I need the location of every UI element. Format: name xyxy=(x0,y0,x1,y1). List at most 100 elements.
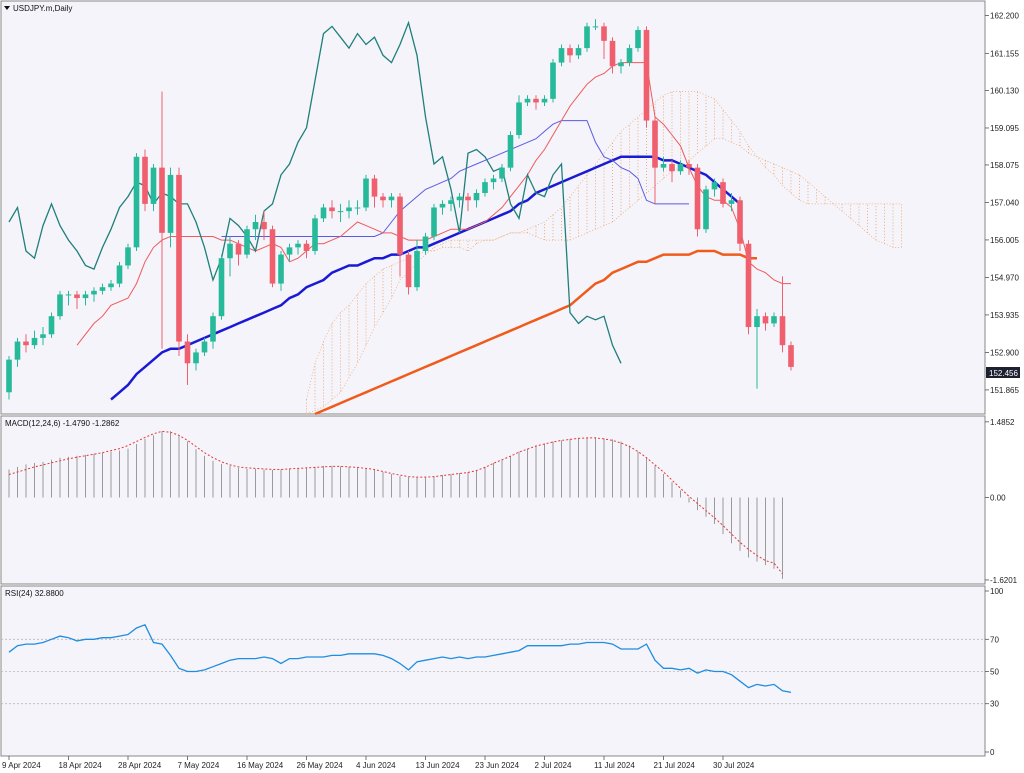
candle-body xyxy=(133,156,140,248)
candle-body xyxy=(558,48,565,63)
kijun-line xyxy=(221,120,689,237)
rsi-panel[interactable] xyxy=(0,585,986,757)
price-axis-tick-label: 158.075 xyxy=(990,161,1019,170)
candle-body xyxy=(788,345,794,367)
date-tick-label: 16 May 2024 xyxy=(237,761,284,770)
symbol-label: USDJPY.m,Daily xyxy=(13,4,72,13)
candle-body xyxy=(550,62,556,99)
candle-body xyxy=(414,250,420,288)
candle-body xyxy=(286,247,293,255)
candle-body xyxy=(677,164,684,172)
candle-body xyxy=(456,196,463,201)
candle-body xyxy=(567,48,573,56)
date-tick-label: 26 May 2024 xyxy=(297,761,344,770)
rsi-axis-tick-label: 70 xyxy=(990,635,999,644)
candle-body xyxy=(601,26,607,41)
price-axis-tick-label: 161.155 xyxy=(990,49,1019,58)
candle-body xyxy=(91,290,97,295)
price-axis-tick-label: 156.005 xyxy=(990,236,1019,245)
date-tick-label: 30 Jul 2024 xyxy=(713,761,755,770)
date-tick-label: 23 Jun 2024 xyxy=(475,761,520,770)
candle-body xyxy=(422,236,429,251)
chikou-line xyxy=(8,20,622,364)
price-panel[interactable] xyxy=(0,0,986,415)
rsi-axis-tick-label: 30 xyxy=(990,700,999,709)
candle-body xyxy=(711,182,718,190)
candle-body xyxy=(48,316,55,335)
axes: 162.200 161.155 160.130 159.095 158.075 157.0… xyxy=(2,11,1019,770)
candle-body xyxy=(312,218,318,251)
candle-body xyxy=(694,167,701,230)
date-tick-label: 7 May 2024 xyxy=(178,761,220,770)
candle-body xyxy=(244,229,250,255)
candle-body xyxy=(584,26,590,49)
current-price-label: 152.456 xyxy=(989,369,1018,378)
rsi-axis-tick-label: 50 xyxy=(990,668,999,677)
price-axis-tick-label: 151.865 xyxy=(990,386,1019,395)
date-tick-label: 13 Jun 2024 xyxy=(416,761,461,770)
candle-body xyxy=(771,316,777,324)
date-tick-label: 9 Apr 2024 xyxy=(2,761,41,770)
candle-body xyxy=(507,135,514,168)
candle-body xyxy=(167,174,174,233)
candle-body xyxy=(754,316,760,328)
rsi-label: RSI(24) 32.8800 xyxy=(5,589,64,598)
price-axis-tick-label: 153.935 xyxy=(990,311,1019,320)
price-axis-tick-label: 152.900 xyxy=(990,348,1019,357)
date-tick-label: 11 Jul 2024 xyxy=(594,761,635,770)
candle-body xyxy=(125,247,131,266)
candle-body xyxy=(269,229,276,284)
candle-body xyxy=(261,221,267,230)
price-axis-tick-label: 162.200 xyxy=(990,11,1019,20)
candle-body xyxy=(779,316,786,346)
candle-body xyxy=(40,334,46,338)
candle-body xyxy=(703,189,709,230)
candle-body xyxy=(533,98,539,103)
candle-body xyxy=(473,193,480,201)
cloud-span-a xyxy=(306,138,902,400)
candle-body xyxy=(159,167,165,233)
candle-body xyxy=(592,26,599,28)
ma-long-line xyxy=(314,249,757,416)
candle-body xyxy=(380,196,386,201)
date-tick-label: 2 Jul 2024 xyxy=(535,761,572,770)
candle-body xyxy=(6,359,12,393)
macd-axis-tick-label: -1.6201 xyxy=(990,576,1018,585)
macd-axis-tick-label: 0.00 xyxy=(990,493,1006,502)
ichimoku-cloud xyxy=(306,91,902,415)
candle-body xyxy=(116,265,123,284)
candle-body xyxy=(74,294,80,299)
candle-body xyxy=(65,294,72,296)
price-axis-tick-label: 154.970 xyxy=(990,273,1019,282)
macd-marks xyxy=(8,430,783,579)
macd-panel[interactable] xyxy=(0,415,986,585)
candle-body xyxy=(720,182,726,204)
candle-body xyxy=(252,221,259,230)
candle-body xyxy=(626,48,633,63)
rsi-axis-tick-label: 100 xyxy=(990,587,1004,596)
candle-body xyxy=(227,243,233,259)
rsi-axis-tick-label: 0 xyxy=(990,748,995,757)
rsi-line xyxy=(8,623,792,694)
candle-body xyxy=(431,207,437,237)
candle-body xyxy=(150,167,157,204)
candle-body xyxy=(57,294,63,317)
candle-body xyxy=(142,156,148,204)
candle-body xyxy=(490,178,497,183)
candle-body xyxy=(618,62,624,67)
candle-body xyxy=(439,203,446,208)
candle-body xyxy=(363,178,369,208)
candle-body xyxy=(728,200,735,204)
candle-body xyxy=(643,29,650,121)
candle-body xyxy=(108,283,114,288)
candle-body xyxy=(762,316,769,324)
macd-axis-tick-label: 1.4852 xyxy=(990,418,1015,427)
candle-body xyxy=(176,174,182,342)
dropdown-arrow-icon[interactable] xyxy=(4,6,10,10)
candle-body xyxy=(184,341,191,364)
candle-body xyxy=(669,164,675,172)
candle-body xyxy=(541,98,548,103)
candle-body xyxy=(337,211,344,213)
